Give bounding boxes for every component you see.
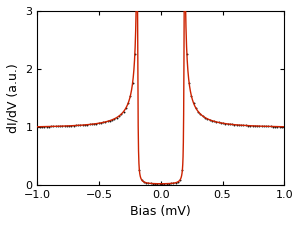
X-axis label: Bias (mV): Bias (mV): [130, 205, 191, 218]
Y-axis label: dI/dV (a.u.): dI/dV (a.u.): [7, 63, 20, 133]
